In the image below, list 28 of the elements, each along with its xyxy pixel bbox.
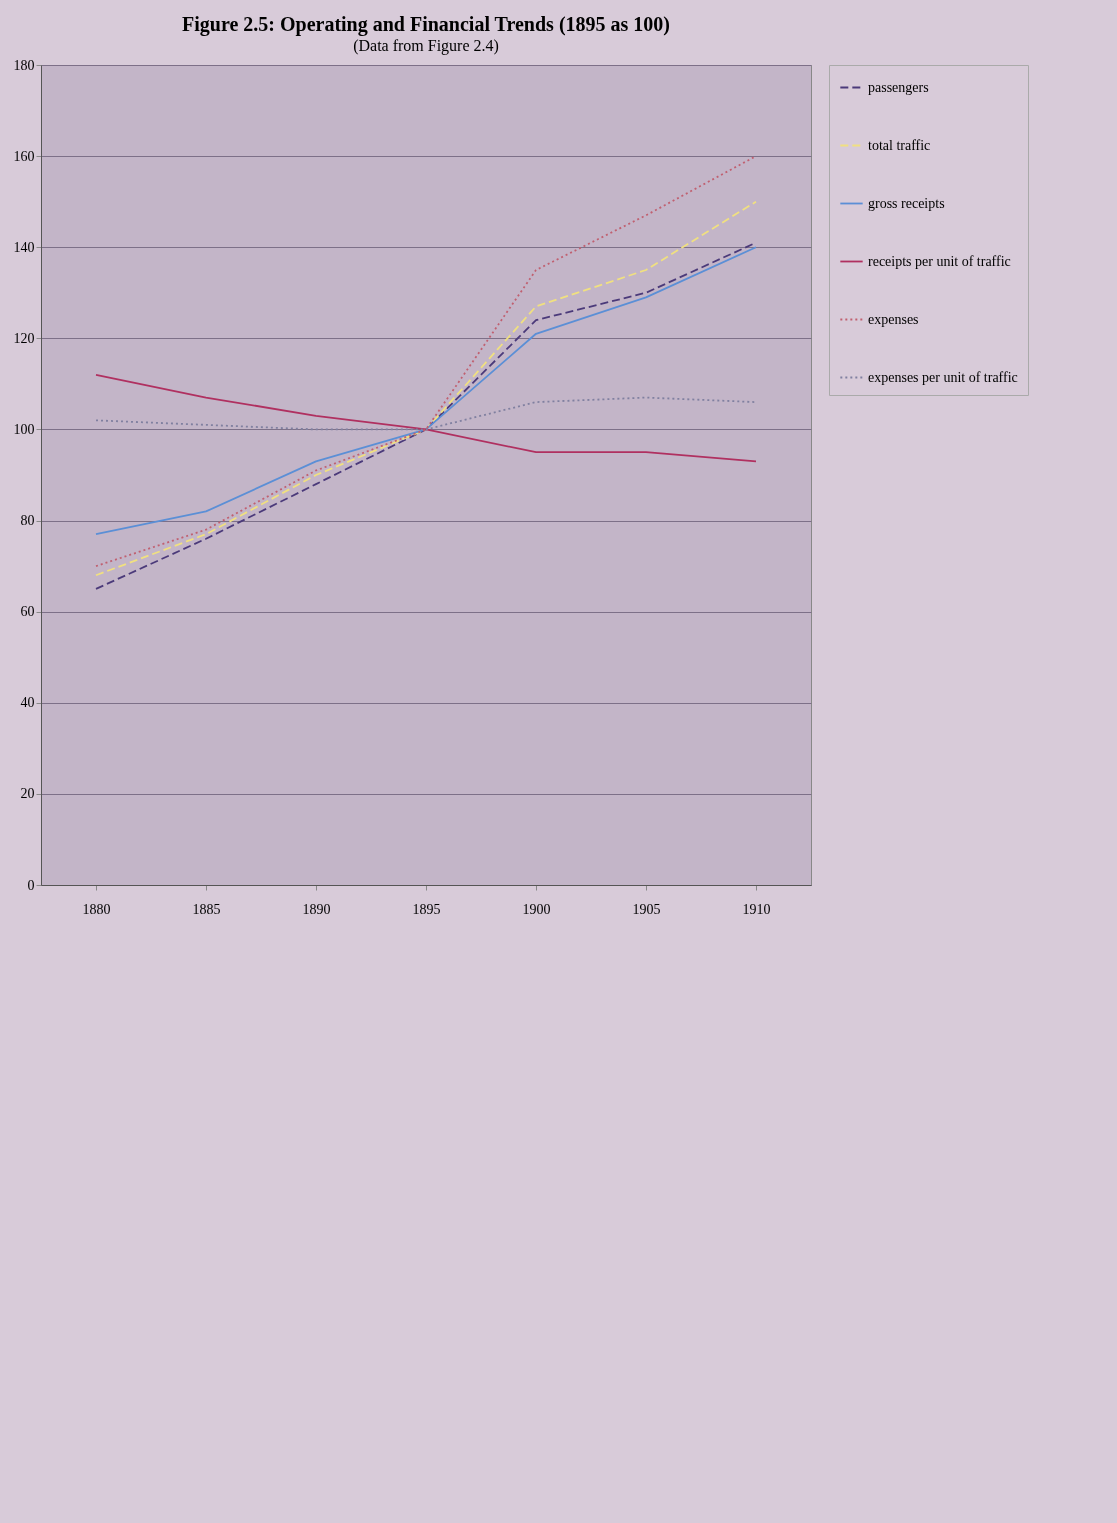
y-tick-label: 100: [13, 421, 35, 437]
y-tick-label: 160: [13, 148, 35, 164]
y-tick-label: 80: [20, 513, 35, 529]
y-tick-label: 140: [13, 239, 35, 255]
legend-label: expenses: [868, 311, 919, 327]
legend-label: gross receipts: [868, 195, 945, 211]
line-series: [95, 246, 757, 536]
legend-label: receipts per unit of traffic: [868, 253, 1011, 269]
y-tick-label: 120: [13, 330, 35, 346]
legend-label: expenses per unit of traffic: [868, 369, 1018, 385]
line-series: [95, 396, 757, 431]
chart-title: Figure 2.5: Operating and Financial Trends (1895 as 100): [182, 13, 670, 36]
y-tick-label: 180: [13, 57, 35, 73]
y-tick-label: 40: [20, 695, 35, 711]
x-tick-label: 1880: [82, 901, 111, 917]
x-tick-label: 1895: [412, 901, 441, 917]
x-tick-label: 1910: [742, 901, 771, 917]
chart-subtitle: (Data from Figure 2.4): [353, 37, 499, 55]
x-tick-label: 1900: [522, 901, 551, 917]
x-tick-label: 1905: [632, 901, 661, 917]
legend-label: passengers: [868, 79, 929, 95]
y-tick-label: 0: [27, 877, 35, 893]
x-tick-label: 1885: [192, 901, 221, 917]
y-tick-label: 60: [20, 604, 35, 620]
x-tick-label: 1890: [302, 901, 331, 917]
line-series: [95, 373, 757, 463]
y-tick-label: 20: [20, 786, 35, 802]
legend-label: total traffic: [868, 137, 931, 153]
